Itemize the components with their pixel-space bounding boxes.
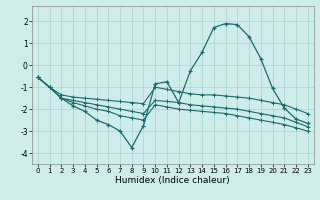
X-axis label: Humidex (Indice chaleur): Humidex (Indice chaleur): [116, 176, 230, 185]
